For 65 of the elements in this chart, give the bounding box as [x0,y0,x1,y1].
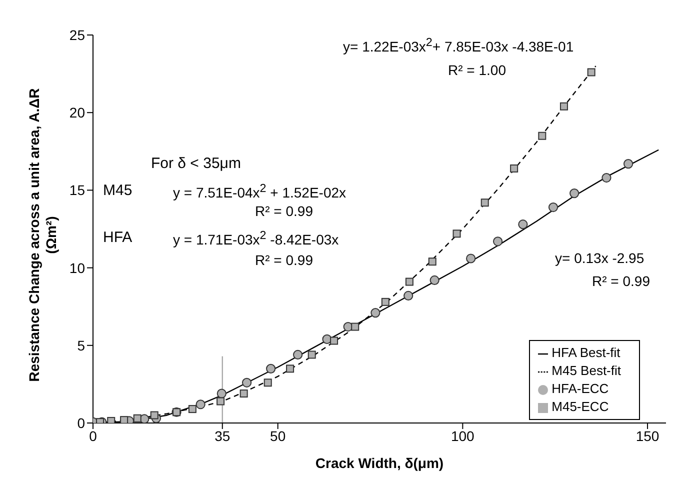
annotation: R² = 1.00 [448,62,506,78]
point [293,350,303,360]
y-axis-title: Resistance Change across a unit area, A.ΔR (Ωm²) [26,87,60,384]
point [428,258,436,266]
x-tick-label: 100 [451,428,475,444]
point [196,400,206,410]
legend-label: HFA-ECC [552,381,609,396]
x-tick-label: 150 [636,428,660,444]
annotation: y = 7.51E-04x$^{2}$ + 1.52E-02x [173,182,346,201]
legend-label: M45-ECC [552,399,609,414]
annotation: For δ < 35μm [151,155,241,172]
point [172,408,181,416]
point [370,308,380,318]
annotation: R² = 0.99 [255,252,313,268]
y-tick-label: 25 [69,26,86,43]
point [548,202,558,212]
y-tick-label: 20 [69,104,86,121]
point [405,278,414,286]
annotation: M45 [103,182,132,199]
point [404,290,414,301]
annotation: y= 0.13x -2.95 [555,250,644,266]
x-tick-label: 0 [89,428,98,444]
annotation: R² = 0.99 [255,203,313,219]
point [623,159,634,169]
y-tick-label: 15 [69,182,86,198]
point [602,172,612,183]
point [150,411,158,420]
point [587,68,596,76]
point [381,298,390,306]
point [351,322,360,331]
y-tick-label: 5 [77,337,86,354]
y-tick-label: 10 [69,260,86,276]
annotation: HFA [103,229,132,246]
point [518,220,528,230]
annotation: y = 1.71E-03x$^{2}$ -8.42E-03x [173,229,339,248]
annotation: R² = 0.99 [592,273,650,289]
point [264,378,272,387]
x-tick-label: 50 [270,428,286,444]
point [216,397,225,406]
y-tick-label: 0 [77,414,86,431]
point [216,388,226,398]
point [430,275,440,286]
point [538,132,546,140]
legend-label: HFA Best-fit [552,345,620,360]
x-axis-title: Crack Width, δ(μm) [315,455,444,471]
point [560,102,568,110]
point [492,236,503,246]
point [308,350,316,359]
point [266,364,276,374]
point [466,254,476,264]
x-tick-label: 35 [214,428,230,444]
annotation: y= 1.22E-03x$^{2}$+ 7.85E-03x -4.38E-01 [343,36,574,55]
point [286,364,294,373]
point [120,416,128,423]
point [330,336,338,345]
point [188,405,196,414]
point [242,378,252,388]
point [133,414,142,422]
legend-label: M45 Best-fit [552,363,621,378]
point [510,164,518,172]
point [570,188,580,198]
point [452,230,461,238]
point [480,198,489,207]
point [240,390,248,398]
point [107,416,116,423]
